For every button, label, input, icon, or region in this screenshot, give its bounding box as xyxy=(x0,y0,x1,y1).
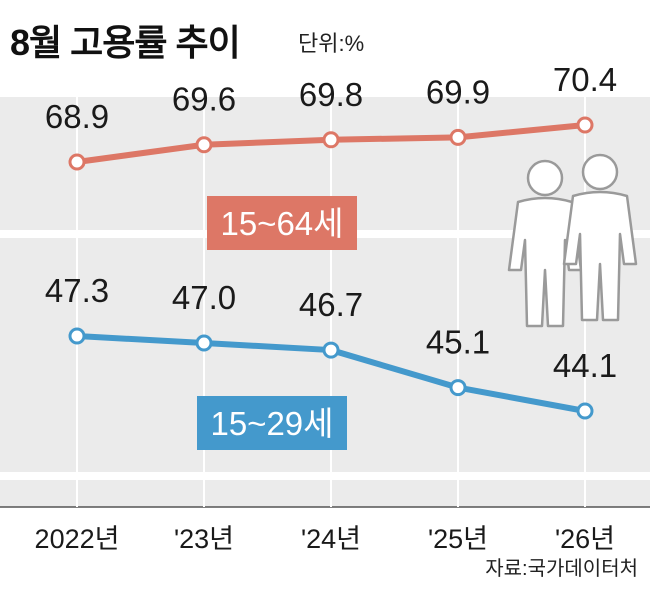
series-1-point-2 xyxy=(195,136,213,154)
man-figure-icon xyxy=(562,153,638,322)
series-2-point-5 xyxy=(576,402,594,420)
people-icon xyxy=(507,153,638,328)
x-tick-label-1: 2022년 xyxy=(35,524,120,554)
series-1-point-1 xyxy=(68,153,86,171)
series-1-value-2: 69.6 xyxy=(172,81,236,118)
man-figure-icon-head xyxy=(581,153,619,191)
series-2-point-3 xyxy=(322,341,340,359)
series-1-value-3: 69.8 xyxy=(299,76,363,113)
x-tick-label-2: '23년 xyxy=(174,524,234,554)
series-1-value-4: 69.9 xyxy=(426,73,490,110)
series-2-point-2 xyxy=(195,334,213,352)
series-1-value-5: 70.4 xyxy=(553,61,617,98)
series-1-value-1: 68.9 xyxy=(45,98,109,135)
series-2-label: 15~29세 xyxy=(210,405,333,442)
series-2-value-4: 45.1 xyxy=(426,324,490,361)
panel-axis xyxy=(0,480,650,507)
chart-title: 8월 고용률 추이 xyxy=(10,22,241,63)
x-tick-label-4: '25년 xyxy=(428,524,488,554)
series-2-label-box xyxy=(197,396,347,450)
series-1-label: 15~64세 xyxy=(220,205,343,242)
series-1-point-3 xyxy=(322,131,340,149)
series-2-value-5: 44.1 xyxy=(553,347,617,384)
series-1-point-5 xyxy=(576,116,594,134)
unit-label: 단위:% xyxy=(298,31,365,56)
series-1-point-4 xyxy=(449,128,467,146)
woman-figure-icon-head xyxy=(526,159,564,197)
source-note: 자료:국가데이터처 xyxy=(485,558,638,580)
x-tick-label-5: '26년 xyxy=(555,524,615,554)
series-1-label-box xyxy=(207,196,357,250)
man-figure-icon-body xyxy=(562,190,638,322)
x-tick-label-3: '24년 xyxy=(301,524,361,554)
series-2-value-3: 46.7 xyxy=(299,286,363,323)
series-2-point-1 xyxy=(68,327,86,345)
series-2-value-2: 47.0 xyxy=(172,279,236,316)
series-2-point-4 xyxy=(449,379,467,397)
series-2-value-1: 47.3 xyxy=(45,272,109,309)
